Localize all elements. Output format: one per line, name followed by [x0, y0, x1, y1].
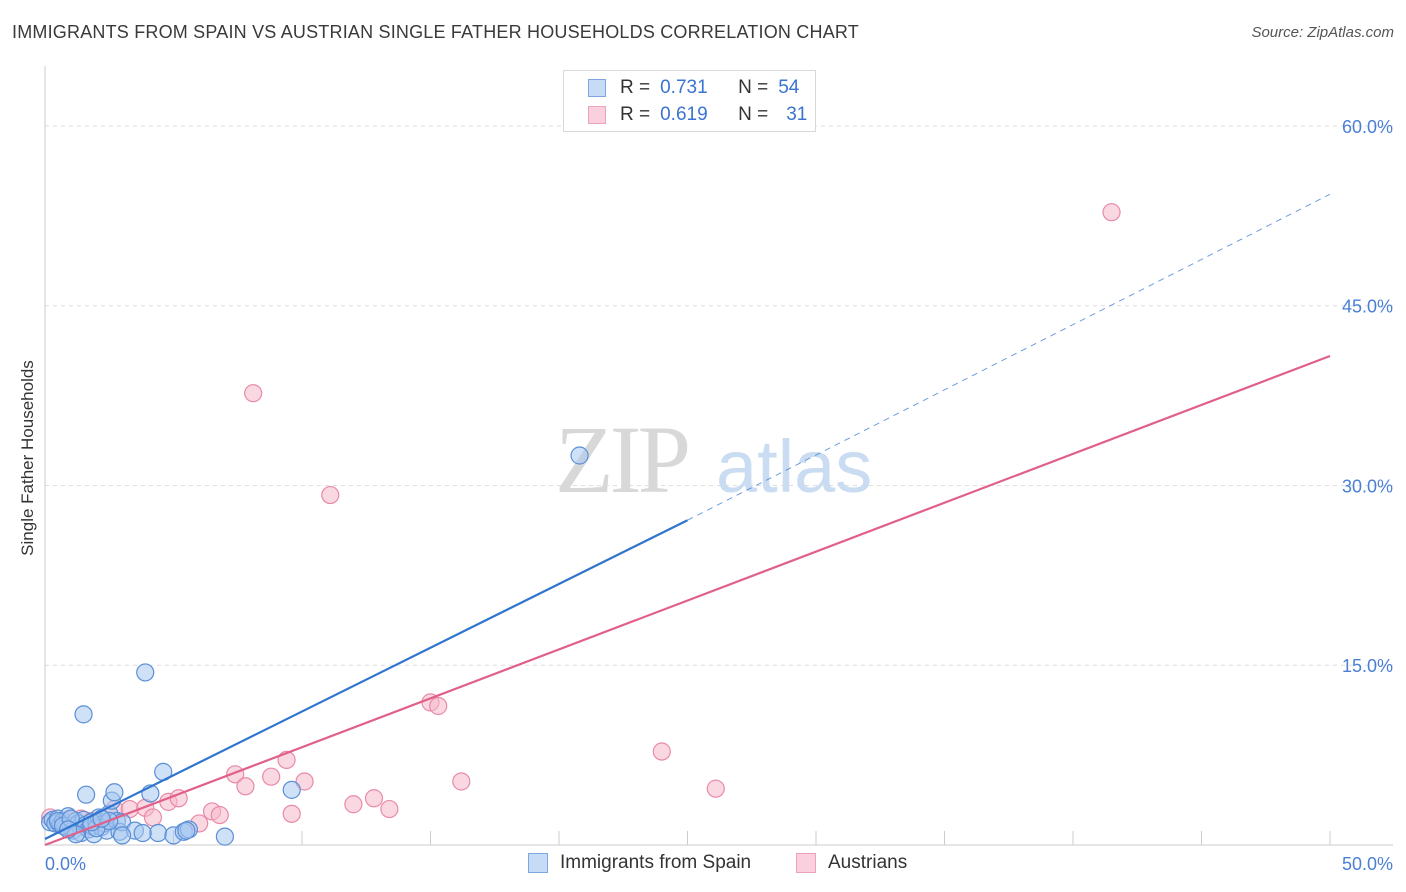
r-label: R =: [620, 77, 651, 98]
austrians-point: [210, 805, 229, 825]
austrians-point: [244, 384, 263, 403]
austrians-point: [143, 808, 163, 827]
austrians-point: [452, 772, 471, 791]
legend-item-austrians: Austrians: [796, 852, 907, 874]
austrians-point: [652, 742, 671, 761]
chart-title: IMMIGRANTS FROM SPAIN VS AUSTRIAN SINGLE…: [12, 22, 859, 42]
pink-swatch: [796, 853, 816, 873]
austrians-point: [321, 485, 340, 505]
legend-row-blue: R = 0.731 N = 54: [588, 76, 799, 100]
immigrants-from-spain-point: [77, 785, 96, 804]
stats-legend: R = 0.731 N = 54 R = 0.619 N = 31: [563, 70, 816, 132]
n-label: N =: [738, 104, 769, 125]
immigrants-from-spain-point: [74, 705, 93, 724]
y-tick-label: 30.0%: [1342, 476, 1393, 496]
austrians-point: [1102, 203, 1121, 222]
source-label: Source: ZipAtlas.com: [1251, 24, 1394, 41]
austrians-point: [295, 772, 314, 791]
immigrants-from-spain-point: [570, 446, 589, 465]
immigrants-trend-extension: [687, 193, 1331, 521]
austrians-point: [429, 696, 448, 716]
y-tick-label: 45.0%: [1342, 297, 1393, 317]
r-value: 0.731: [660, 77, 708, 98]
immigrants-from-spain-point: [177, 821, 196, 840]
y-tick-label: 15.0%: [1342, 656, 1393, 676]
r-value: 0.619: [660, 104, 708, 125]
x-tick-label: 0.0%: [45, 854, 86, 874]
immigrants-from-spain-point: [112, 826, 132, 845]
legend-label: Austrians: [828, 852, 908, 873]
x-tick-label: 50.0%: [1342, 854, 1393, 874]
n-value: 31: [786, 104, 808, 125]
austrians-point: [282, 804, 301, 823]
y-tick-label: 60.0%: [1342, 117, 1393, 137]
immigrants-from-spain-point: [133, 823, 152, 843]
austrians-point: [364, 789, 384, 808]
austrians-point: [262, 767, 281, 786]
austrians-trend-line: [44, 354, 1331, 847]
austrians-point: [344, 795, 363, 814]
austrians-point: [380, 799, 399, 819]
immigrants-from-spain-point: [215, 827, 234, 846]
pink-swatch: [588, 106, 606, 124]
austrians-point: [706, 779, 725, 798]
n-value: 54: [778, 77, 800, 98]
n-label: N =: [738, 77, 769, 98]
blue-swatch: [588, 79, 606, 97]
austrians-point: [236, 777, 255, 796]
watermark-atlas: atlas: [716, 425, 872, 508]
immigrants-trend-line: [44, 519, 688, 840]
immigrants-from-spain-point: [282, 780, 301, 799]
immigrants-from-spain-point: [105, 783, 124, 802]
r-label: R =: [620, 104, 651, 125]
blue-swatch: [528, 853, 548, 873]
series-legend: Immigrants from Spain Austrians: [0, 852, 1406, 878]
immigrants-from-spain-point: [148, 823, 168, 843]
legend-item-immigrants-from-spain: Immigrants from Spain: [528, 852, 751, 874]
immigrants-from-spain-point: [136, 663, 155, 682]
legend-row-pink: R = 0.619 N = 31: [588, 103, 807, 127]
legend-label: Immigrants from Spain: [560, 852, 752, 873]
